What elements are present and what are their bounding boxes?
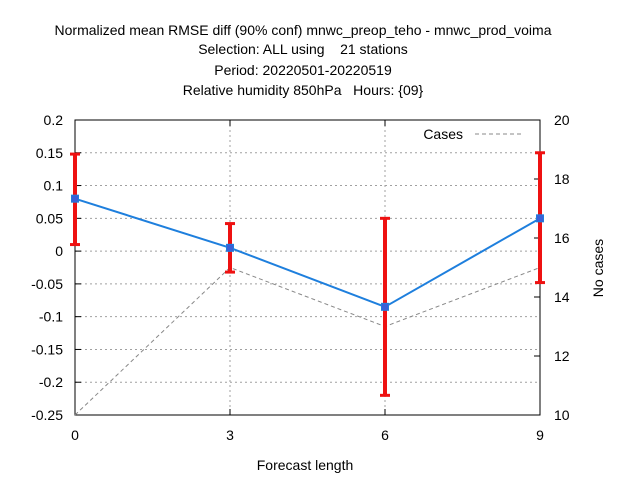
data-point xyxy=(536,214,544,223)
chart-title: Normalized mean RMSE diff (90% conf) mnw… xyxy=(55,22,552,98)
data-point xyxy=(226,243,234,252)
legend: Cases xyxy=(423,126,521,142)
y-tick-label: -0.1 xyxy=(39,309,63,325)
y-tick-label: -0.05 xyxy=(31,276,63,292)
y2-tick-label: 14 xyxy=(554,289,570,305)
title-line-2: Selection: ALL using 21 stations xyxy=(198,41,408,57)
y-tick-label: 0 xyxy=(55,243,63,259)
data-point xyxy=(381,302,389,311)
grid xyxy=(75,120,540,415)
x-tick-label: 0 xyxy=(71,427,79,443)
y2-tick-label: 18 xyxy=(554,171,570,187)
series xyxy=(70,151,545,416)
x-axis-label: Forecast length xyxy=(257,457,354,473)
cases-line xyxy=(74,266,541,416)
rmse-diff-line xyxy=(74,197,541,308)
y-tick-label: -0.2 xyxy=(39,374,63,390)
plot-frame xyxy=(74,119,541,416)
y2-tick-label: 16 xyxy=(554,230,570,246)
y2-tick-label: 10 xyxy=(554,407,570,423)
y-tick-label: 0.05 xyxy=(36,210,63,226)
y-tick-label: -0.25 xyxy=(31,407,63,423)
legend-label-cases: Cases xyxy=(423,126,463,142)
y-tick-label: 0.15 xyxy=(36,145,63,161)
x-tick-label: 6 xyxy=(381,427,389,443)
title-line-4: Relative humidity 850hPa Hours: {09} xyxy=(183,82,424,98)
title-line-3: Period: 20220501-20220519 xyxy=(214,62,392,78)
y-tick-label: 0.2 xyxy=(44,112,64,128)
y2-tick-label: 20 xyxy=(554,112,570,128)
title-line-1: Normalized mean RMSE diff (90% conf) mnw… xyxy=(55,22,552,38)
y-tick-label: 0.1 xyxy=(44,178,64,194)
x-tick-label: 3 xyxy=(226,427,234,443)
x-tick-label: 9 xyxy=(536,427,544,443)
axis-ticks: 0.2 0.15 0.1 0.05 0 -0.05 -0.1 -0.15 -0.2 -0.25 20… xyxy=(31,112,570,443)
y2-tick-label: 12 xyxy=(554,348,570,364)
y-tick-label: -0.15 xyxy=(31,341,63,357)
data-point xyxy=(71,194,79,203)
y2-axis-label: No cases xyxy=(590,239,606,297)
